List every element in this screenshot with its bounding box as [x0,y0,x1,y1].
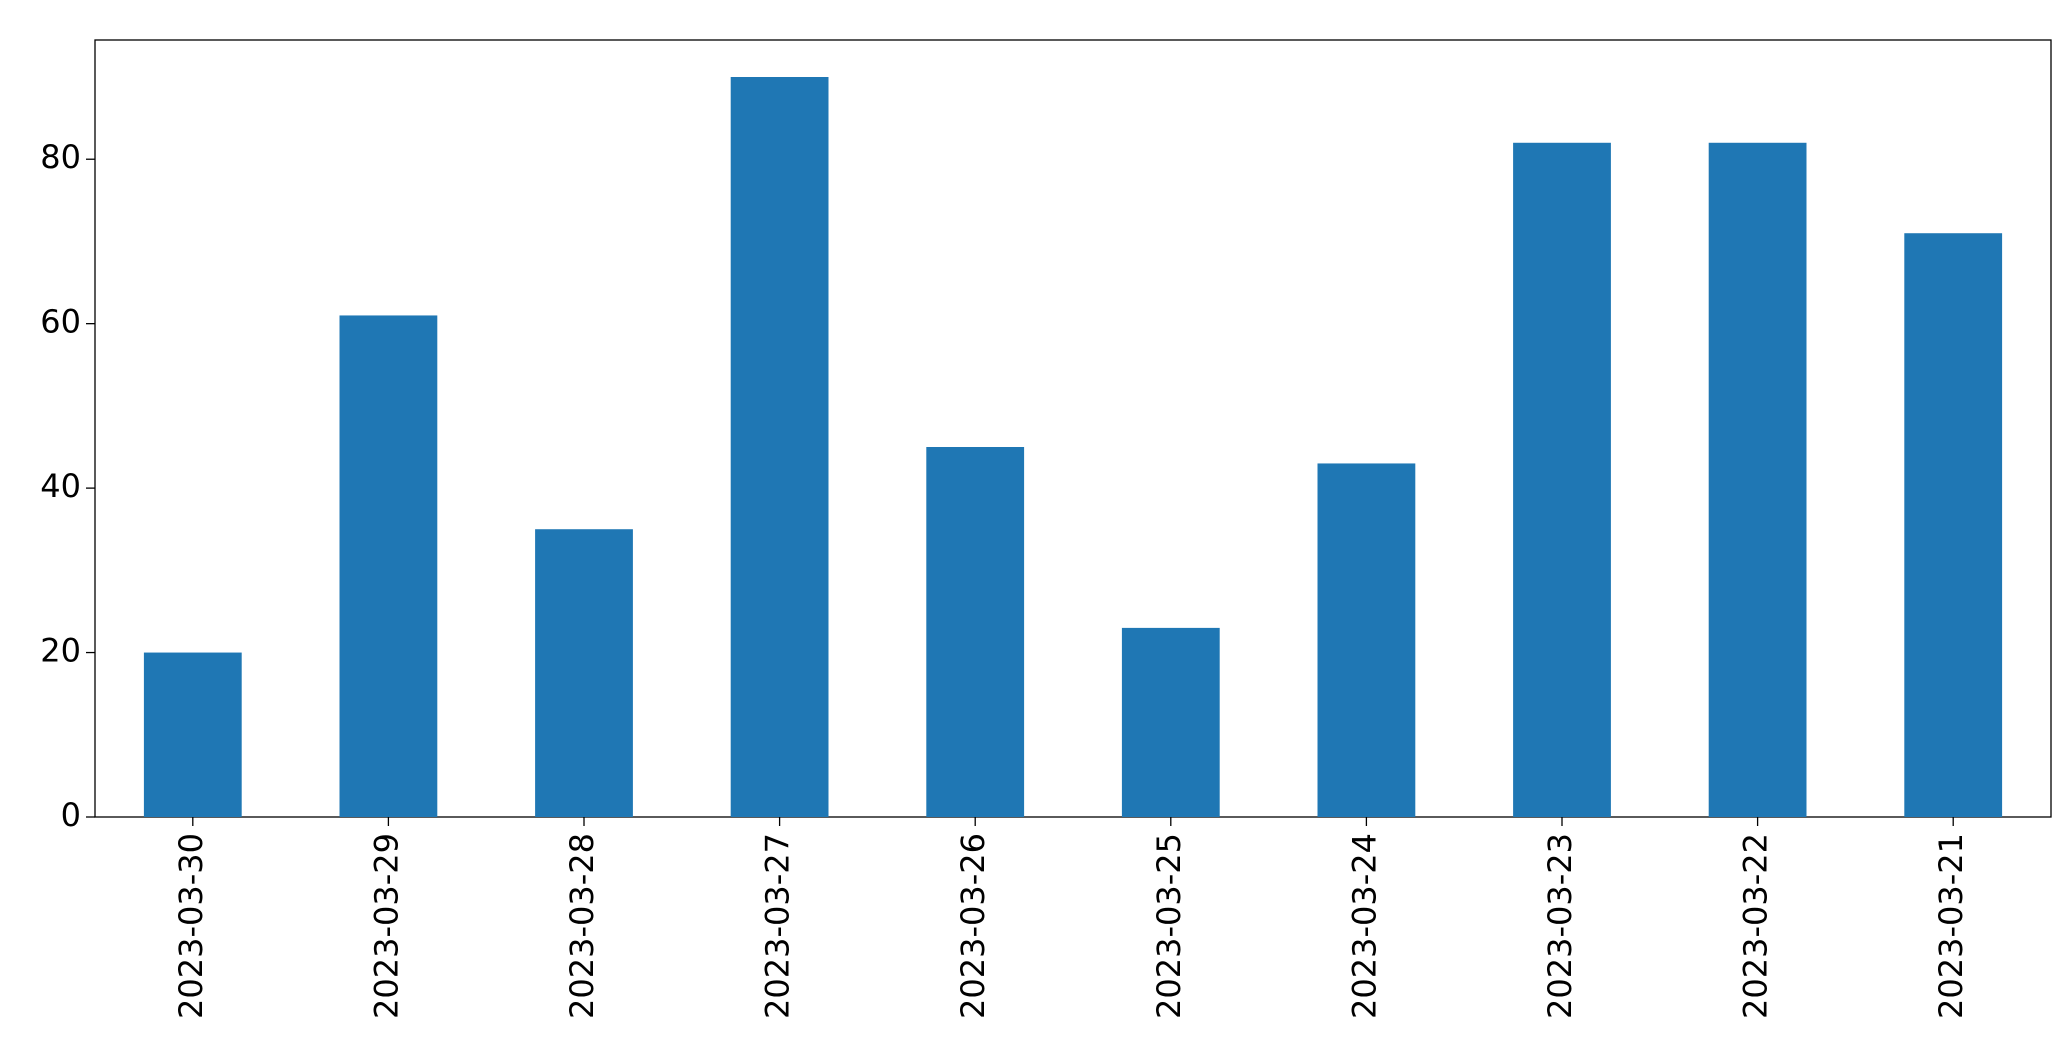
y-tick-label: 60 [40,303,81,341]
bar [1904,233,2003,817]
x-tick-label: 2023-03-26 [954,833,992,1019]
bar [1121,627,1220,817]
x-tick-label: 2023-03-21 [1932,833,1970,1019]
x-tick-label: 2023-03-25 [1150,833,1188,1019]
x-tick-label: 2023-03-29 [367,833,405,1019]
x-tick-label: 2023-03-22 [1737,833,1775,1019]
x-tick-label: 2023-03-23 [1541,833,1579,1019]
bar [1317,463,1416,817]
bar [143,652,242,817]
bar [535,529,633,817]
x-tick-label: 2023-03-30 [172,833,210,1019]
y-tick-label: 80 [40,138,81,176]
bar [339,315,438,817]
x-tick-label: 2023-03-28 [563,833,601,1019]
bar [926,447,1025,817]
y-tick-label: 40 [40,467,81,505]
y-tick-label: 20 [40,632,81,670]
x-tick-label: 2023-03-24 [1345,833,1383,1019]
y-tick-label: 0 [61,796,81,834]
plot-frame [94,39,2052,818]
x-tick-label: 2023-03-27 [759,833,797,1019]
bar [730,77,829,817]
bar [1708,142,1807,817]
bar [1513,142,1611,817]
